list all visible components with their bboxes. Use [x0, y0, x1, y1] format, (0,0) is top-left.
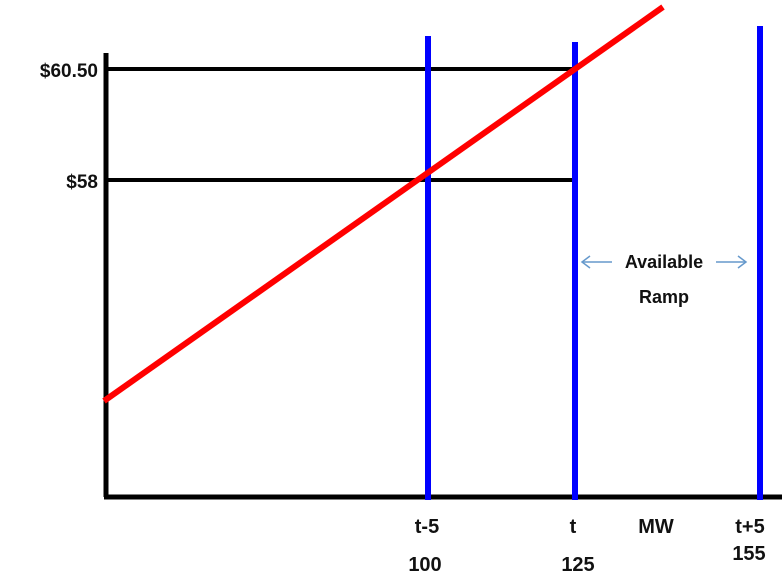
supply-line [102, 4, 665, 404]
mw-label-100: 100 [408, 554, 441, 576]
ramp-label-line1: Available [625, 252, 703, 272]
available-ramp-arrow [580, 255, 748, 269]
ramp-label-line2: Ramp [639, 287, 689, 307]
time-label-t-plus-5: t+5 [735, 516, 764, 538]
axis-unit-label: MW [638, 516, 674, 538]
time-label-t-minus-5: t-5 [415, 516, 439, 538]
price-label-upper: $60.50 [40, 61, 98, 82]
mw-label-125: 125 [561, 554, 594, 576]
time-label-t: t [570, 516, 577, 538]
mw-label-155: 155 [732, 543, 765, 565]
price-label-lower: $58 [66, 172, 98, 193]
